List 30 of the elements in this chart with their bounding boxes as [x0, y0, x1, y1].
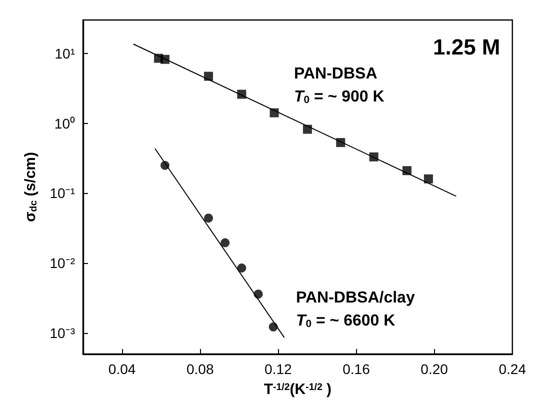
- y-axis-title: σdc (s/cm): [22, 152, 40, 222]
- point: [336, 138, 346, 148]
- point: [160, 160, 170, 170]
- y-tick-label: 10⁰: [54, 115, 75, 132]
- point: [220, 238, 230, 248]
- annotation: 1.25 M: [433, 34, 500, 60]
- y-tick-label: 10⁻³: [50, 324, 76, 341]
- y-tick-label: 10¹: [54, 45, 76, 62]
- point: [160, 54, 170, 64]
- x-tick-label: 0.04: [108, 361, 136, 377]
- x-tick-label: 0.16: [342, 361, 370, 377]
- x-tick-label: 0.24: [498, 361, 526, 377]
- x-tick-label: 0.20: [420, 361, 448, 377]
- point: [237, 263, 246, 272]
- point: [369, 152, 378, 162]
- point: [268, 322, 278, 332]
- series-label: PAN-DBSA/clay: [296, 290, 415, 306]
- point: [204, 72, 213, 81]
- point: [424, 174, 433, 184]
- x-tick-label: 0.12: [264, 361, 292, 377]
- point: [302, 124, 312, 134]
- point: [204, 214, 213, 223]
- point: [254, 290, 263, 299]
- point: [237, 90, 246, 99]
- series-label: PAN-DBSA: [294, 66, 378, 82]
- x-tick-label: 0.08: [186, 361, 214, 377]
- y-tick-label: 10⁻¹: [50, 185, 76, 202]
- point: [270, 108, 279, 118]
- y-tick-label: 10⁻²: [50, 255, 76, 272]
- point: [402, 166, 412, 176]
